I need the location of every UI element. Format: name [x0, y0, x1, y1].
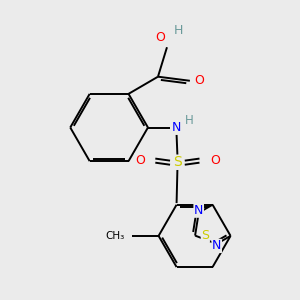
Text: O: O	[135, 154, 145, 167]
Text: N: N	[212, 239, 221, 252]
Text: H: H	[184, 114, 193, 127]
Text: N: N	[194, 204, 203, 217]
Text: N: N	[172, 121, 181, 134]
Text: H: H	[174, 24, 183, 37]
Text: O: O	[210, 154, 220, 167]
Text: O: O	[155, 31, 165, 44]
Text: S: S	[201, 229, 209, 242]
Text: CH₃: CH₃	[105, 231, 124, 241]
Text: O: O	[194, 74, 204, 87]
Text: S: S	[173, 155, 182, 169]
